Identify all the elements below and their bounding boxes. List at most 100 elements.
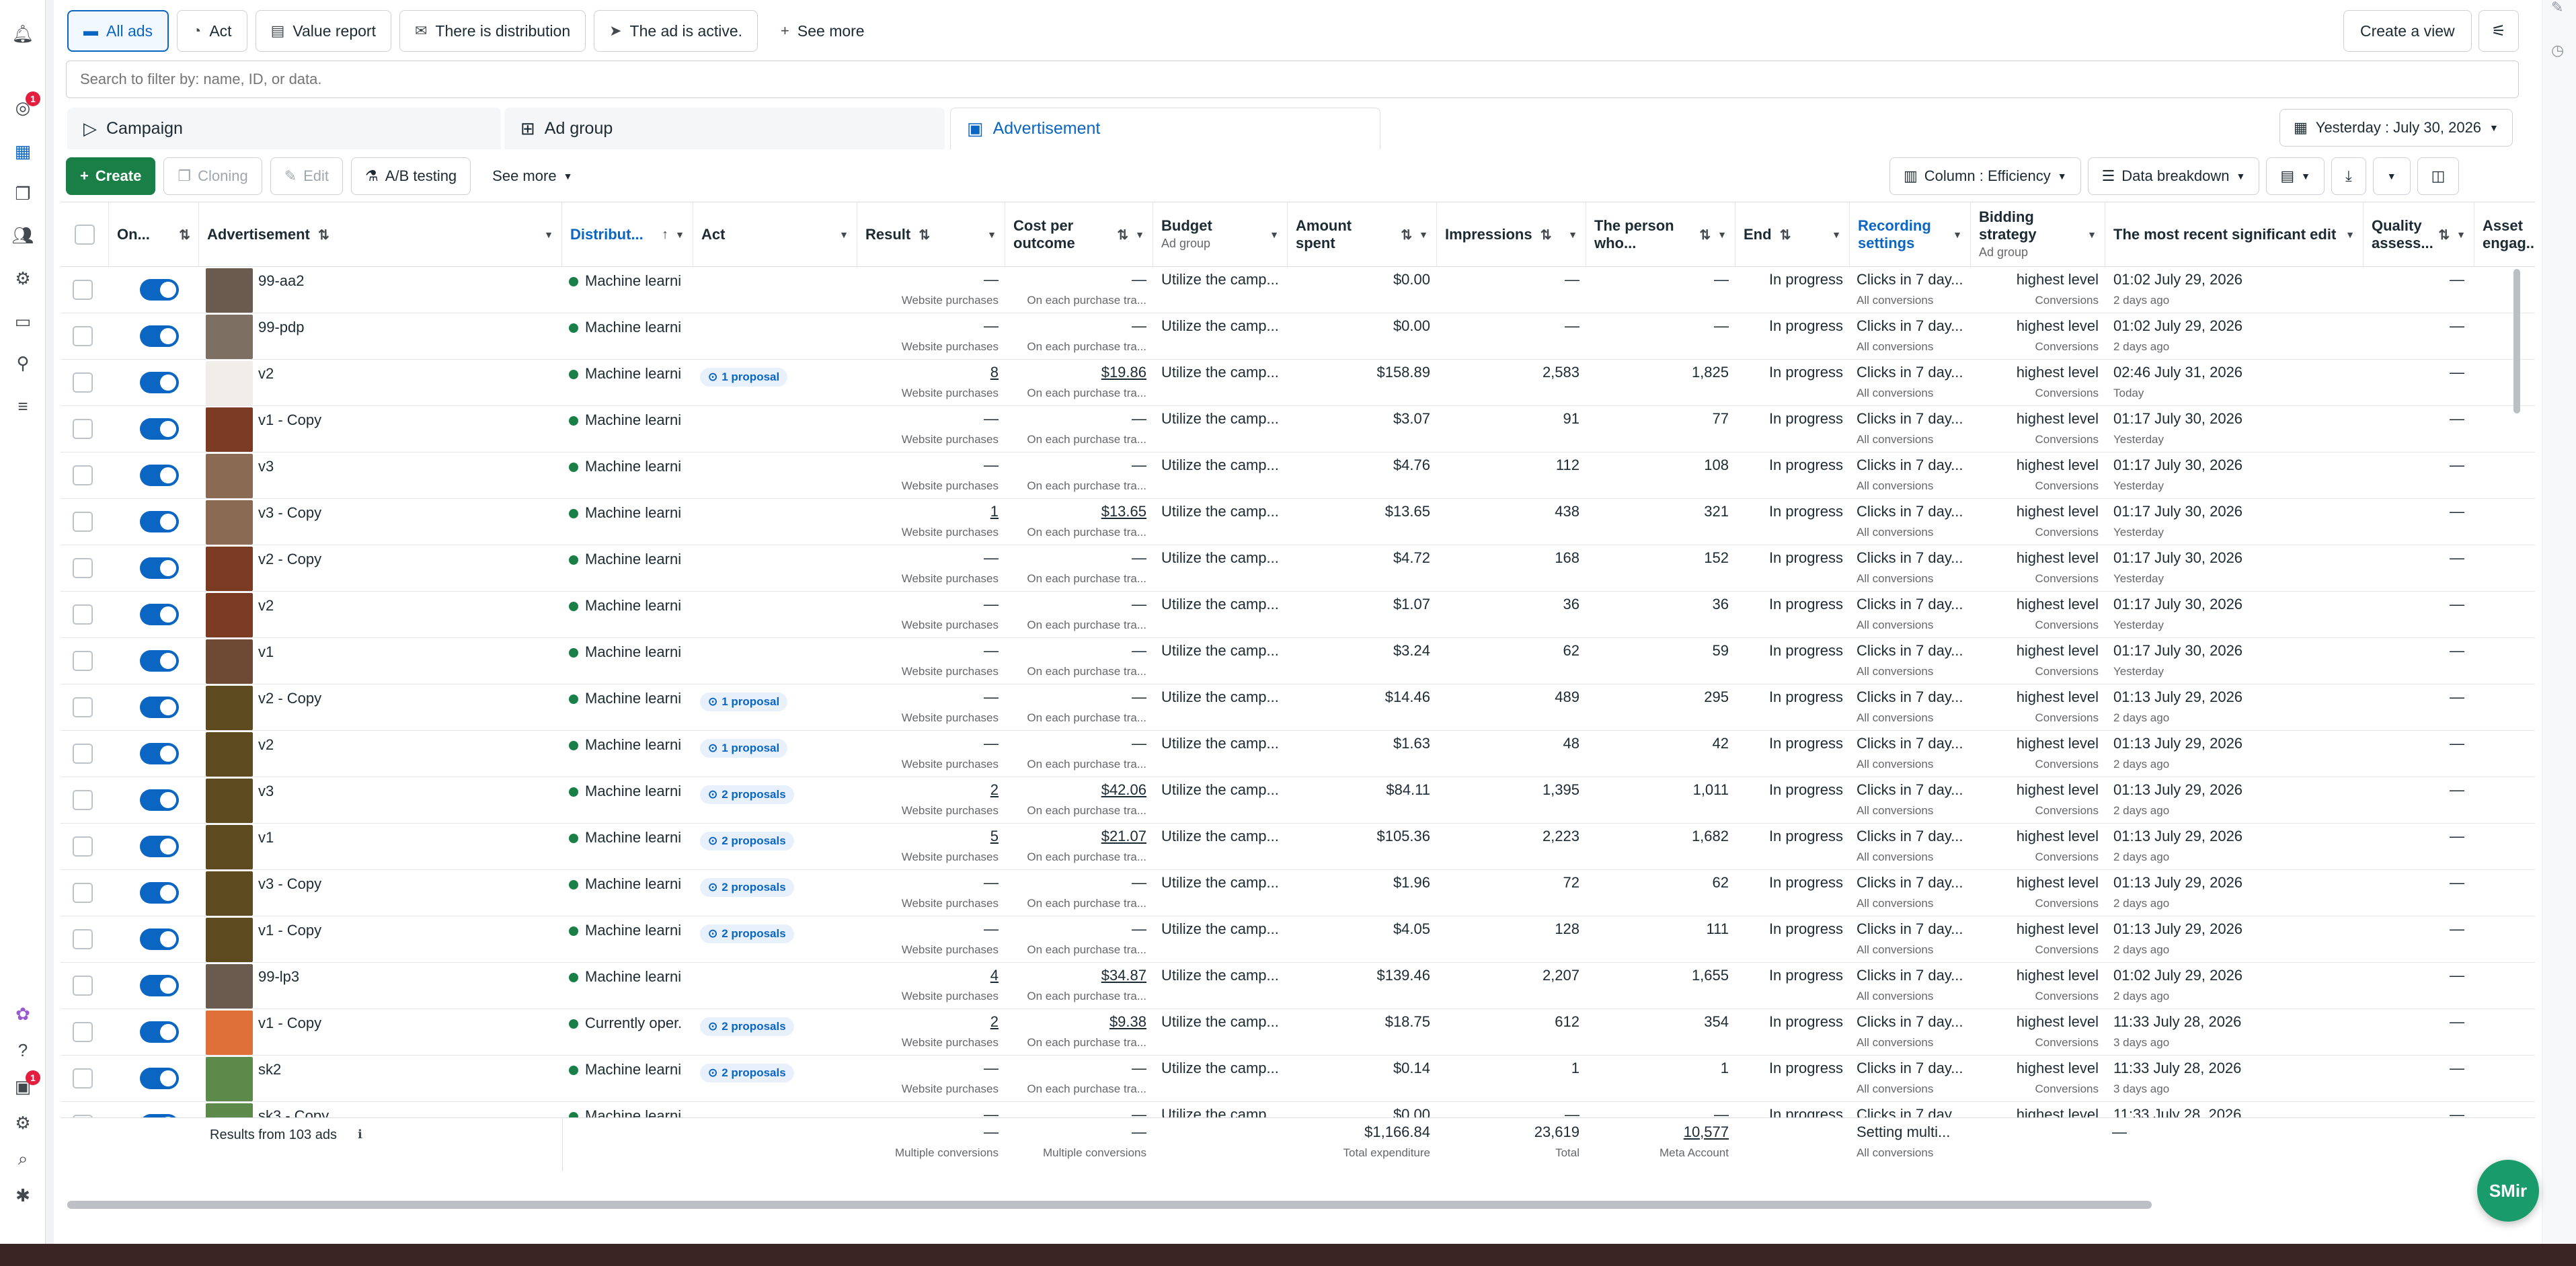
ad-name-cell[interactable]: v1 - Copy (206, 1009, 555, 1056)
row-checkbox[interactable] (73, 1022, 93, 1042)
row-checkbox[interactable] (73, 929, 93, 949)
vertical-scrollbar[interactable] (2513, 269, 2520, 413)
on-off-toggle[interactable] (140, 836, 179, 857)
ad-name-cell[interactable]: v3 (206, 777, 555, 824)
proposal-badge[interactable]: ⊙ 2 proposals (700, 924, 794, 943)
search-input[interactable] (66, 61, 2519, 98)
proposal-badge[interactable]: ⊙ 2 proposals (700, 785, 794, 804)
tab-advertisement[interactable]: ▣ Advertisement (950, 108, 1380, 149)
date-range-picker[interactable]: ▦ Yesterday : July 30, 2026 ▼ (2279, 109, 2513, 147)
view-all-ads[interactable]: ▬ All ads (67, 10, 169, 52)
chevron-down-icon[interactable]: ▼ (1135, 229, 1144, 240)
row-checkbox[interactable] (73, 326, 93, 346)
on-off-toggle[interactable] (140, 789, 179, 811)
megaphone-icon[interactable]: ◎ 1 (9, 91, 40, 121)
on-off-toggle[interactable] (140, 279, 179, 301)
billing-icon[interactable]: ▭ (14, 311, 32, 331)
ad-name-cell[interactable]: v2 (206, 592, 555, 638)
table-row[interactable]: sk2 Machine learni ⊙ 2 proposals — Website pu… (61, 1056, 2535, 1102)
see-more-button[interactable]: See more ▼ (479, 157, 586, 195)
chevron-down-icon[interactable]: ▼ (2456, 229, 2466, 240)
select-all-checkbox[interactable] (74, 225, 95, 245)
proposal-badge[interactable]: ⊙ 2 proposals (700, 1017, 794, 1036)
chevron-down-icon[interactable]: ▼ (1270, 229, 1279, 240)
help-icon[interactable]: ? (17, 1039, 28, 1060)
table-row[interactable]: v2 Machine learni — Website purchases — On ea… (61, 592, 2535, 638)
export-dropdown[interactable]: ▼ (2372, 157, 2411, 195)
chevron-down-icon[interactable]: ▼ (1953, 229, 1962, 240)
row-checkbox[interactable] (73, 651, 93, 671)
table-row[interactable]: v2 - Copy Machine learni ⊙ 1 proposal — Websi… (61, 684, 2535, 731)
on-off-toggle[interactable] (140, 557, 179, 579)
sort-icon[interactable]: ⇅ (317, 227, 329, 243)
row-checkbox[interactable] (73, 512, 93, 532)
events-icon[interactable]: ⚙ (15, 268, 31, 288)
proposal-badge[interactable]: ⊙ 2 proposals (700, 832, 794, 850)
row-checkbox[interactable] (73, 976, 93, 996)
search-icon[interactable]: ⌕ (17, 1148, 28, 1169)
table-row[interactable]: v2 Machine learni ⊙ 1 proposal — Website purc… (61, 731, 2535, 777)
chevron-down-icon[interactable]: ▼ (2087, 229, 2097, 240)
table-row[interactable]: v1 - Copy Machine learni ⊙ 2 proposals — Webs… (61, 916, 2535, 963)
table-row[interactable]: v3 Machine learni — Website purchases — On ea… (61, 452, 2535, 499)
row-checkbox[interactable] (73, 697, 93, 717)
on-off-toggle[interactable] (140, 1021, 179, 1043)
columns-dropdown[interactable]: ▥ Column : Efficiency ▼ (1889, 157, 2081, 195)
tab-campaign[interactable]: ▷ Campaign (67, 108, 501, 149)
table-row[interactable]: 99-lp3 Machine learni 4 Website purchases $3… (61, 963, 2535, 1009)
sort-icon[interactable]: ⇅ (179, 227, 190, 243)
col-on-off[interactable]: On... ⇅ (109, 202, 199, 267)
table-row[interactable]: sk3 - Copy Machine learni —Website purchas… (61, 1102, 2535, 1117)
row-checkbox[interactable] (73, 1068, 93, 1089)
col-asset-engagement[interactable]: Asset engag... (2483, 217, 2535, 251)
table-row[interactable]: v1 Machine learni ⊙ 2 proposals 5 Website pur… (61, 824, 2535, 870)
col-recording-settings[interactable]: Recording settings ▼ (1850, 202, 1971, 267)
sort-icon[interactable]: ⇅ (1540, 227, 1552, 243)
ad-name-cell[interactable]: v3 - Copy (206, 870, 555, 916)
ad-name-cell[interactable]: v1 - Copy (206, 916, 555, 963)
row-checkbox[interactable] (73, 744, 93, 764)
row-checkbox[interactable] (73, 372, 93, 393)
col-distribution[interactable]: Distribut... ↑ ▼ (562, 202, 693, 267)
debug-icon[interactable]: ✱ (15, 1185, 30, 1205)
col-amount-spent[interactable]: Amount spent ⇅ ▼ (1288, 202, 1437, 267)
see-more-views-button[interactable]: + See more (766, 10, 880, 52)
charts-button[interactable]: ◫ (2417, 157, 2460, 195)
ad-name-cell[interactable]: sk3 - Copy (206, 1102, 555, 1117)
view-act[interactable]: ◔ Act (177, 10, 247, 52)
sort-icon[interactable]: ⇅ (1401, 227, 1413, 243)
table-row[interactable]: v2 Machine learni ⊙ 1 proposal 8 Website purc… (61, 360, 2535, 406)
on-off-toggle[interactable] (140, 975, 179, 996)
on-off-toggle[interactable] (140, 604, 179, 625)
col-end[interactable]: End ⇅ ▼ (1735, 202, 1850, 267)
smir-assistant-button[interactable]: SMir (2477, 1160, 2539, 1222)
on-off-toggle[interactable] (140, 511, 179, 532)
col-quality[interactable]: Quality assess... ⇅ ▼ (2364, 202, 2474, 267)
chevron-down-icon[interactable]: ▼ (839, 229, 849, 240)
view-ad-active[interactable]: ➤ The ad is active. (594, 10, 758, 52)
table-row[interactable]: v1 - Copy Currently oper. ⊙ 2 proposals 2 Web… (61, 1009, 2535, 1056)
ad-name-cell[interactable]: v2 - Copy (206, 545, 555, 592)
tab-ad-group[interactable]: ⊞ Ad group (504, 108, 945, 149)
proposal-badge[interactable]: ⊙ 2 proposals (700, 1064, 794, 1082)
table-row[interactable]: v1 - Copy Machine learni — Website purchase… (61, 406, 2535, 452)
col-budget[interactable]: Budget Ad group ▼ (1153, 202, 1288, 267)
on-off-toggle[interactable] (140, 743, 179, 764)
row-checkbox[interactable] (73, 465, 93, 485)
sort-icon[interactable]: ⇅ (919, 227, 931, 243)
sort-icon[interactable]: ⇅ (1117, 227, 1129, 243)
flower-icon[interactable]: ✿ (15, 1003, 30, 1024)
on-off-toggle[interactable] (140, 372, 179, 393)
on-off-toggle[interactable] (140, 418, 179, 440)
chevron-down-icon[interactable]: ▼ (987, 229, 997, 240)
chevron-down-icon[interactable]: ▼ (544, 229, 553, 240)
col-cost-per-outcome[interactable]: Cost per outcome ⇅ ▼ (1005, 202, 1153, 267)
breakdown-dropdown[interactable]: ☰ Data breakdown ▼ (2087, 157, 2260, 195)
chevron-down-icon[interactable]: ▼ (1832, 229, 1841, 240)
view-settings-icon[interactable]: ⚟ (2479, 10, 2519, 52)
chevron-down-icon[interactable]: ▼ (1419, 229, 1428, 240)
on-off-toggle[interactable] (140, 697, 179, 718)
col-recent-edit[interactable]: The most recent significant edit ▼ (2105, 202, 2364, 267)
sort-icon[interactable]: ⇅ (1699, 227, 1711, 243)
ad-name-cell[interactable]: v3 - Copy (206, 499, 555, 545)
